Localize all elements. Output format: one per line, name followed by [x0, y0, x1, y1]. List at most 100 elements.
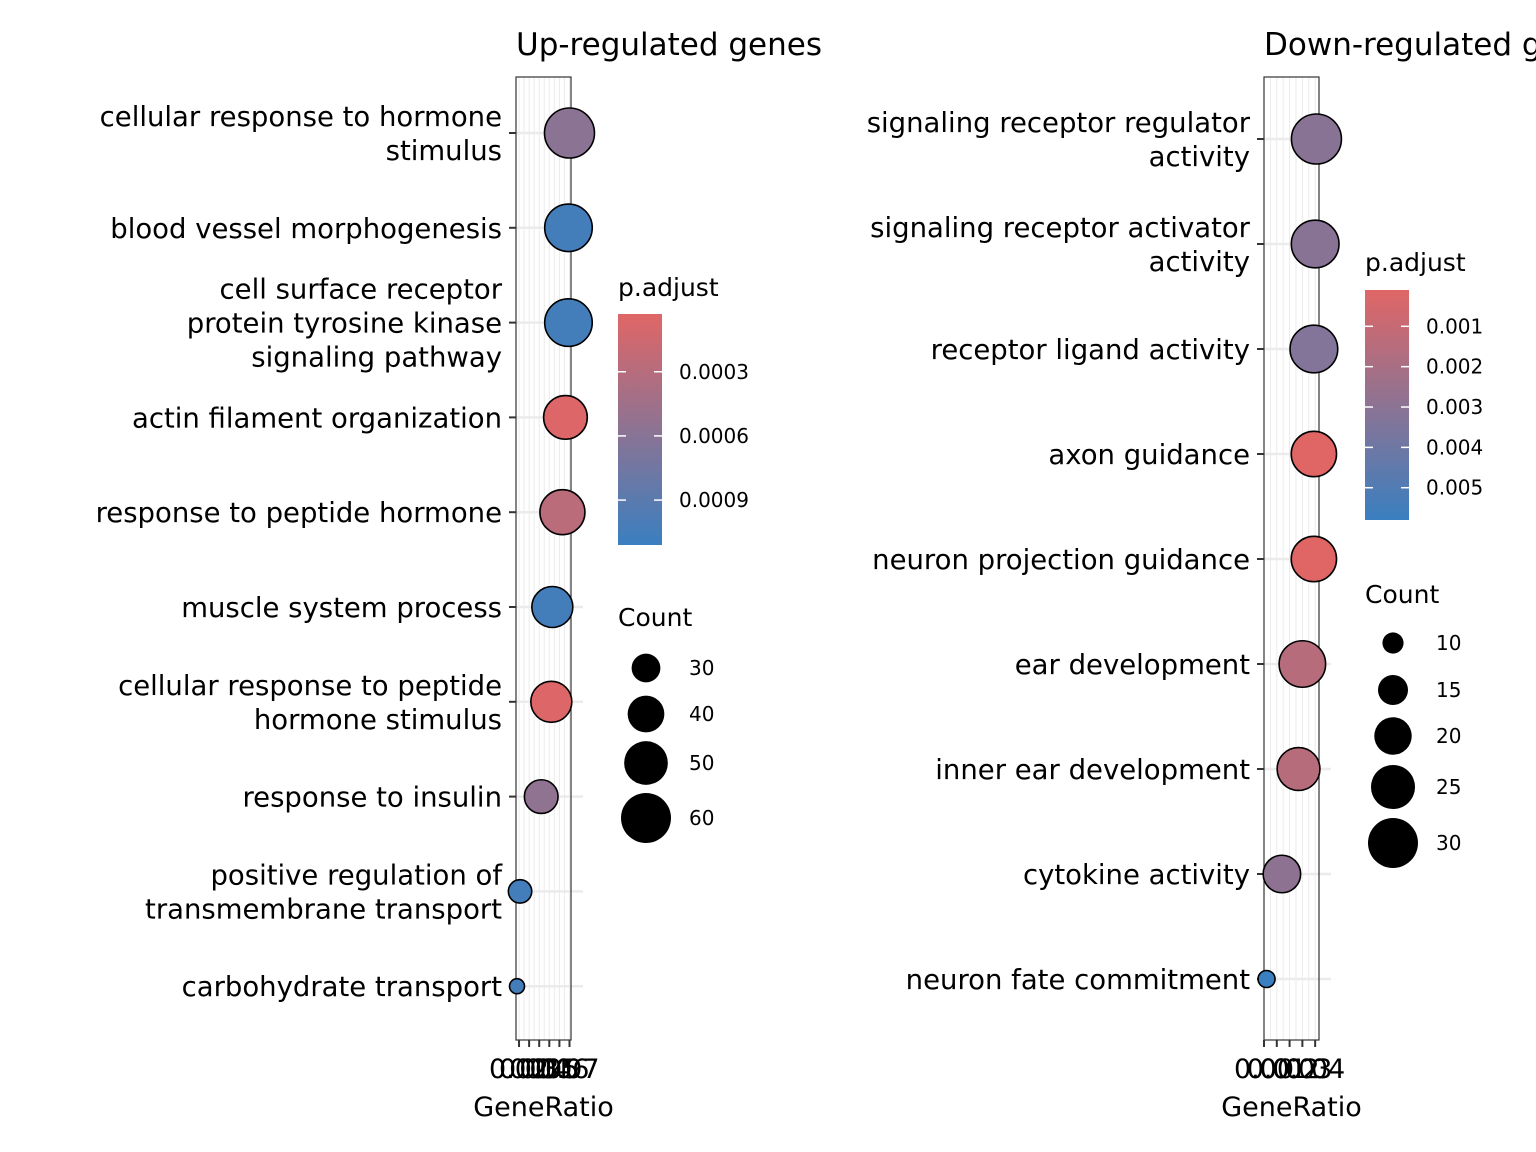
- colorbar-label: 0.005: [1426, 476, 1483, 500]
- x-tick-label: 0.05: [519, 1054, 579, 1085]
- data-point: [508, 977, 526, 995]
- category-label-line: response to insulin: [242, 782, 502, 814]
- size-legend-label: 30: [1436, 831, 1461, 855]
- category-label: cellular response to hormone stimulus: [100, 101, 502, 167]
- data-point: [1262, 854, 1302, 894]
- category-label-line: carbohydrate transport: [182, 971, 503, 1003]
- data-point: [543, 107, 596, 159]
- category-label-line: receptor ligand activity: [931, 334, 1250, 366]
- size-legend-label: 25: [1436, 775, 1461, 799]
- size-legend-title: Count: [618, 603, 692, 632]
- colorbar: [618, 314, 662, 545]
- color-legend-title: p.adjust: [618, 273, 719, 302]
- color-legend-title: p.adjust: [1365, 248, 1466, 277]
- category-label-line: activity: [1149, 141, 1250, 173]
- data-point: [530, 680, 573, 724]
- category-label: response to insulin: [242, 782, 502, 814]
- colorbar-label: 0.003: [1426, 395, 1483, 419]
- category-label: cell surface receptor protein tyrosine ki…: [187, 274, 503, 374]
- category-label: neuron fate commitment: [906, 964, 1251, 996]
- size-legend-dot: [1374, 717, 1412, 755]
- category-label: response to peptide hormone: [96, 497, 502, 529]
- category-label-line: transmembrane transport: [145, 893, 502, 925]
- size-legend-title: Count: [1365, 580, 1439, 609]
- category-label: signaling receptor regulator activity: [867, 107, 1251, 173]
- data-point: [1278, 639, 1327, 689]
- data-point: [507, 878, 533, 904]
- data-point: [1257, 969, 1276, 989]
- panel-title: Down-regulated genes: [1264, 27, 1536, 63]
- category-label-line: cytokine activity: [1023, 859, 1250, 891]
- size-legend-label: 30: [689, 656, 714, 680]
- x-tick-label: 0.06: [529, 1054, 589, 1085]
- size-legend-label: 40: [689, 702, 714, 726]
- size-legend-dot: [621, 793, 671, 843]
- category-label: signaling receptor activator activity: [870, 212, 1251, 278]
- category-label-line: axon guidance: [1048, 439, 1250, 471]
- size-legend-label: 10: [1436, 631, 1461, 655]
- category-label: cellular response to peptide hormone stim…: [118, 670, 502, 736]
- category-label-line: hormone stimulus: [254, 704, 502, 736]
- data-point: [531, 585, 574, 629]
- category-label-line: cell surface receptor: [220, 274, 503, 306]
- size-legend-label: 50: [689, 751, 714, 775]
- category-label: positive regulation of transmembrane tran…: [145, 859, 503, 925]
- panel-border: [515, 76, 572, 1041]
- category-label-line: signaling receptor regulator: [867, 107, 1251, 139]
- size-legend-dot: [1370, 764, 1416, 810]
- size-legend-dot: [1377, 674, 1409, 706]
- colorbar-label: 0.001: [1426, 314, 1483, 338]
- category-label-line: blood vessel morphogenesis: [110, 213, 502, 245]
- size-legend-dot: [1368, 818, 1418, 868]
- x-tick-label: 0.00: [1234, 1054, 1294, 1085]
- category-label: neuron projection guidance: [872, 544, 1250, 576]
- category-label: inner ear development: [935, 754, 1250, 786]
- x-tick-label: 0.03: [499, 1054, 559, 1085]
- x-axis-title: GeneRatio: [473, 1092, 614, 1123]
- size-legend-dot: [624, 741, 668, 785]
- category-label-line: response to peptide hormone: [96, 497, 502, 529]
- category-label: blood vessel morphogenesis: [110, 213, 502, 245]
- colorbar-label: 0.004: [1426, 435, 1483, 459]
- category-label: actin filament organization: [132, 402, 502, 434]
- category-label: ear development: [1015, 649, 1250, 681]
- size-legend-dot: [631, 653, 661, 683]
- category-label-line: inner ear development: [935, 754, 1250, 786]
- data-point: [1289, 324, 1339, 374]
- category-label-line: cellular response to hormone: [100, 101, 502, 133]
- data-point: [1290, 113, 1343, 165]
- category-label-line: protein tyrosine kinase: [187, 308, 502, 340]
- size-legend-label: 20: [1436, 724, 1461, 748]
- category-label: carbohydrate transport: [182, 971, 503, 1003]
- colorbar-label: 0.0006: [679, 424, 749, 448]
- category-label-line: ear development: [1015, 649, 1250, 681]
- panel-title: Up-regulated genes: [516, 27, 822, 63]
- size-legend-dot: [627, 695, 665, 733]
- data-point: [1290, 219, 1340, 269]
- x-tick-label: 0.04: [1285, 1054, 1345, 1085]
- size-legend-dot: [1382, 632, 1404, 654]
- data-point: [1276, 746, 1321, 792]
- x-axis-title: GeneRatio: [1221, 1092, 1362, 1123]
- category-label-line: actin filament organization: [132, 402, 502, 434]
- size-legend-label: 60: [689, 806, 714, 830]
- category-label-line: signaling pathway: [251, 342, 502, 374]
- data-point: [539, 488, 586, 536]
- x-tick-label: 0.02: [489, 1054, 549, 1085]
- data-point: [543, 298, 594, 348]
- category-label-line: neuron fate commitment: [906, 964, 1251, 996]
- panel-up-regulated: Up-regulated genes cellular response to h…: [96, 27, 822, 1123]
- x-tick-label: 0.02: [1260, 1054, 1320, 1085]
- category-label: receptor ligand activity: [931, 334, 1250, 366]
- x-tick-label: 0.07: [539, 1054, 599, 1085]
- panel-down-regulated: Down-regulated genes signaling receptor r…: [867, 27, 1536, 1123]
- category-label-line: activity: [1149, 246, 1250, 278]
- x-tick-label: 0.03: [1272, 1054, 1332, 1085]
- data-point: [543, 203, 594, 253]
- data-point: [523, 778, 559, 815]
- category-label-line: positive regulation of: [210, 859, 503, 891]
- category-label: axon guidance: [1048, 439, 1250, 471]
- category-label-line: muscle system process: [181, 592, 502, 624]
